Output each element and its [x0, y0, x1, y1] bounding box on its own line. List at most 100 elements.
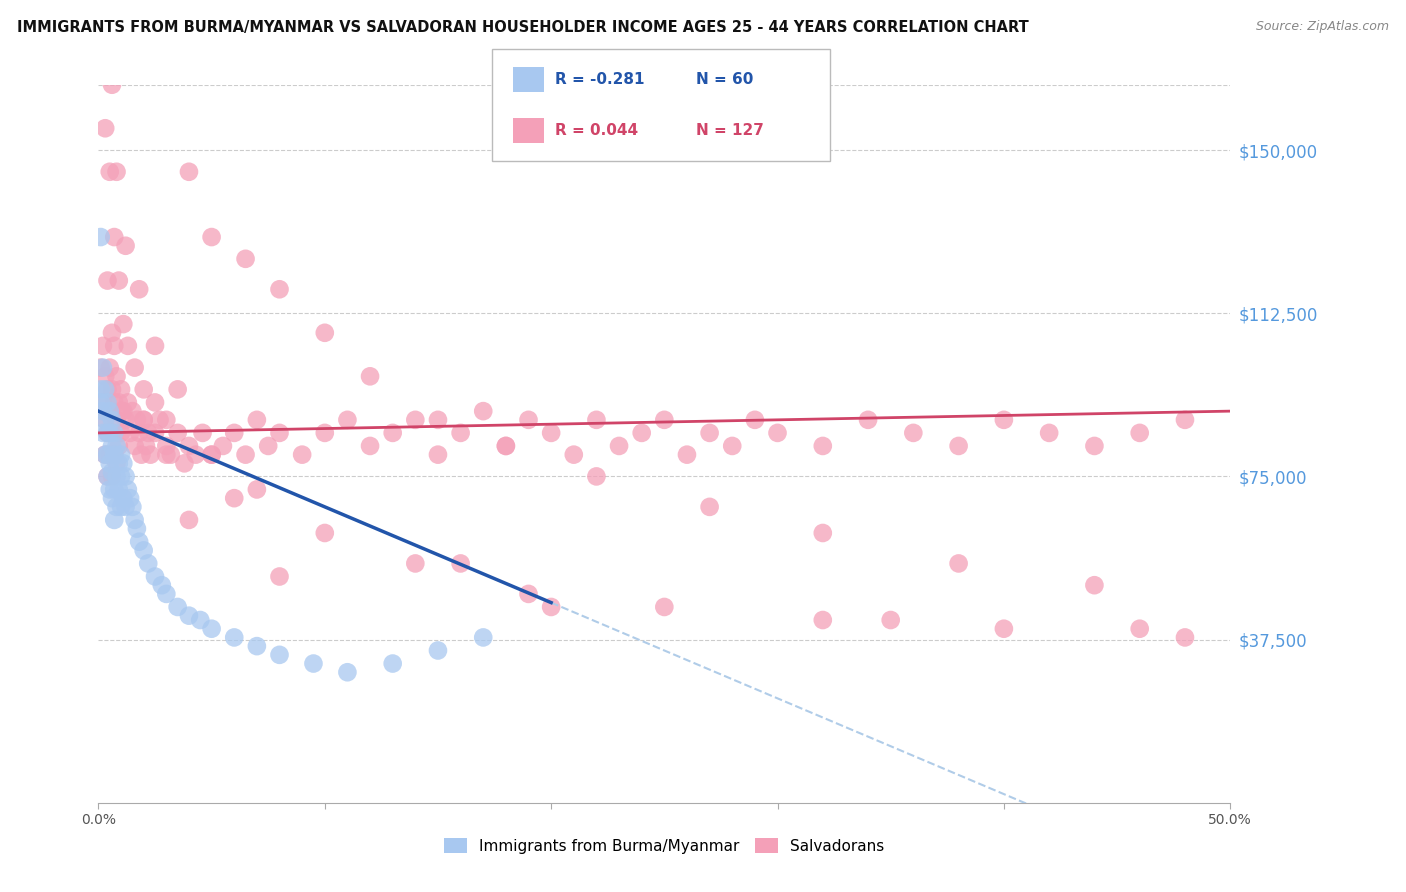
Point — [101, 469, 124, 483]
Text: Source: ZipAtlas.com: Source: ZipAtlas.com — [1256, 20, 1389, 33]
Point — [314, 526, 336, 541]
Point — [652, 413, 676, 427]
Point — [1083, 578, 1105, 592]
Point — [314, 425, 336, 440]
Point — [94, 448, 117, 462]
Point — [101, 491, 124, 505]
Point — [450, 425, 472, 440]
Point — [472, 631, 495, 645]
Point — [359, 439, 381, 453]
Point — [155, 587, 177, 601]
Point — [101, 425, 124, 440]
Text: N = 127: N = 127 — [696, 123, 763, 138]
Point — [96, 425, 118, 440]
Point — [107, 456, 129, 470]
Point — [128, 425, 150, 440]
Point — [191, 425, 214, 440]
Point — [110, 469, 132, 483]
Point — [269, 425, 291, 440]
Point — [94, 413, 117, 427]
Point — [903, 425, 925, 440]
Point — [105, 500, 128, 514]
Point — [201, 448, 224, 462]
Point — [90, 230, 112, 244]
Point — [132, 383, 155, 397]
Point — [136, 425, 159, 440]
Point — [721, 439, 744, 453]
Point — [98, 483, 121, 497]
Point — [105, 413, 128, 427]
Point — [269, 282, 291, 296]
Point — [103, 448, 125, 462]
Point — [90, 383, 112, 397]
Point — [676, 448, 699, 462]
Point — [585, 413, 607, 427]
Point — [201, 448, 224, 462]
Point — [107, 483, 129, 497]
Point — [188, 613, 211, 627]
Point — [96, 448, 118, 462]
Point — [269, 648, 291, 662]
Text: R = -0.281: R = -0.281 — [555, 71, 645, 87]
Point — [269, 569, 291, 583]
Point — [112, 404, 135, 418]
Point — [235, 252, 257, 266]
Point — [540, 599, 562, 614]
Point — [96, 383, 118, 397]
Point — [112, 317, 135, 331]
Legend: Immigrants from Burma/Myanmar, Salvadorans: Immigrants from Burma/Myanmar, Salvadora… — [439, 831, 890, 860]
Point — [110, 448, 132, 462]
Point — [150, 578, 173, 592]
Point — [98, 404, 121, 418]
Point — [948, 439, 970, 453]
Point — [212, 439, 235, 453]
Point — [132, 413, 155, 427]
Point — [90, 395, 112, 409]
Point — [143, 395, 166, 409]
Point — [148, 413, 170, 427]
Point — [427, 643, 450, 657]
Point — [856, 413, 879, 427]
Point — [103, 230, 125, 244]
Point — [155, 439, 177, 453]
Point — [124, 513, 146, 527]
Point — [120, 491, 142, 505]
Point — [105, 439, 128, 453]
Point — [177, 513, 200, 527]
Point — [173, 456, 195, 470]
Point — [107, 439, 129, 453]
Point — [359, 369, 381, 384]
Point — [107, 274, 129, 288]
Point — [166, 599, 188, 614]
Point — [381, 657, 404, 671]
Point — [91, 404, 114, 418]
Point — [107, 395, 129, 409]
Point — [302, 657, 325, 671]
Point — [98, 404, 121, 418]
Point — [112, 456, 135, 470]
Point — [235, 448, 257, 462]
Point — [114, 500, 136, 514]
Point — [699, 425, 721, 440]
Point — [246, 639, 269, 653]
Point — [101, 326, 124, 340]
Point — [96, 274, 118, 288]
Point — [94, 121, 117, 136]
Point — [246, 413, 269, 427]
Point — [117, 395, 139, 409]
Point — [91, 339, 114, 353]
Point — [103, 483, 125, 497]
Text: N = 60: N = 60 — [696, 71, 754, 87]
Point — [291, 448, 314, 462]
Point — [246, 483, 269, 497]
Point — [630, 425, 652, 440]
Point — [450, 557, 472, 571]
Text: R = 0.044: R = 0.044 — [555, 123, 638, 138]
Point — [993, 413, 1015, 427]
Point — [91, 425, 114, 440]
Point — [224, 631, 246, 645]
Point — [472, 404, 495, 418]
Point — [948, 557, 970, 571]
Point — [135, 439, 157, 453]
Point — [132, 543, 155, 558]
